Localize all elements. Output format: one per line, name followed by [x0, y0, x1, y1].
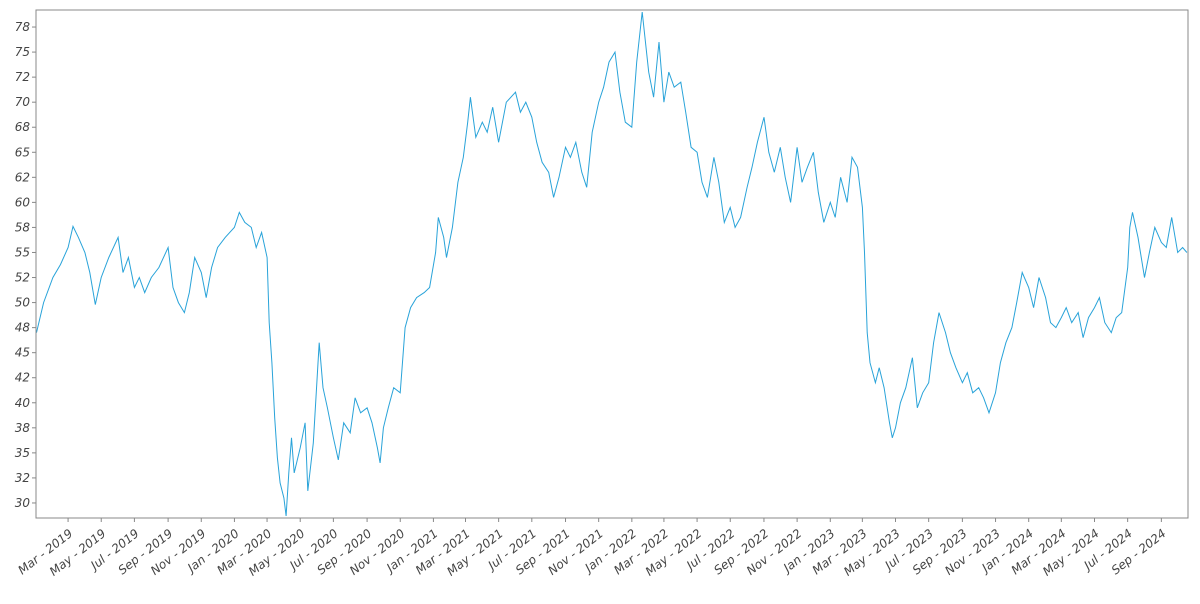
y-tick-label: 75	[15, 45, 30, 59]
y-tick-label: 45	[15, 346, 30, 360]
y-tick-label: 35	[15, 446, 30, 460]
y-tick-label: 32	[15, 471, 30, 485]
y-tick-label: 50	[15, 296, 31, 310]
y-tick-label: 38	[15, 421, 31, 435]
y-tick-label: 65	[15, 145, 30, 159]
y-tick-label: 55	[15, 245, 30, 259]
y-tick-label: 48	[15, 321, 31, 335]
y-tick-label: 52	[15, 271, 30, 285]
series-line	[36, 11, 1188, 517]
y-tick-label: 60	[15, 195, 31, 209]
y-tick-label: 30	[15, 496, 31, 510]
y-tick-label: 68	[15, 120, 31, 134]
y-tick-label: 70	[15, 95, 31, 109]
y-tick-label: 42	[15, 371, 30, 385]
y-tick-label: 40	[15, 396, 31, 410]
y-tick-label: 72	[15, 70, 30, 84]
plot-frame	[35, 9, 1189, 519]
y-tick-label: 78	[15, 20, 31, 34]
y-axis-ticks: 30 32 35 38 40 42 45 48 50 52 55 58 60 62 65 68 70 72 75 78	[15, 20, 36, 510]
y-tick-label: 62	[15, 170, 30, 184]
y-tick-label: 58	[15, 220, 31, 234]
